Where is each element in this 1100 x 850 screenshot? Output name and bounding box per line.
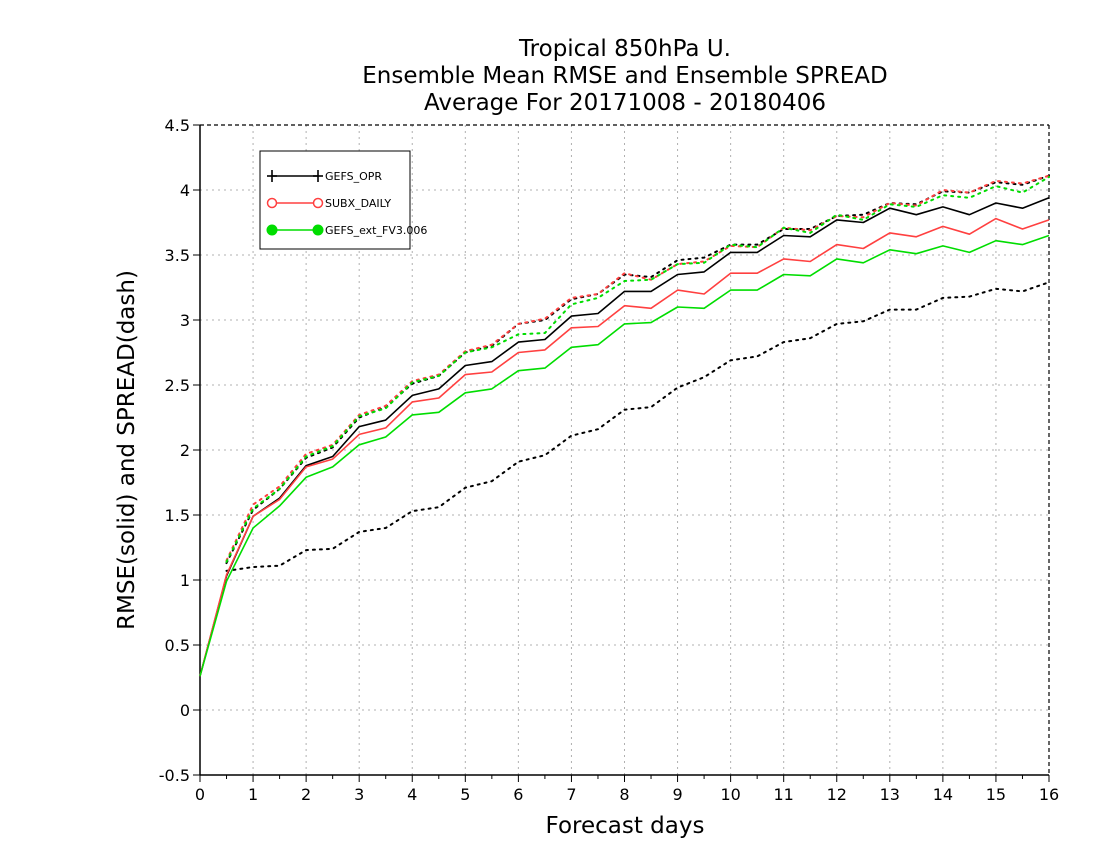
legend-filled-circle-marker: [312, 224, 324, 236]
x-tick-label: 4: [407, 785, 417, 804]
x-tick-label: 6: [513, 785, 523, 804]
x-tick-label: 13: [880, 785, 900, 804]
y-axis-label: RMSE(solid) and SPREAD(dash): [114, 270, 140, 630]
x-tick-label: 8: [619, 785, 629, 804]
chart-title-line-1: Tropical 850hPa U.: [519, 36, 731, 62]
x-tick-label: 15: [986, 785, 1006, 804]
spread-line-subx-daily: [225, 174, 1050, 562]
legend: GEFS_OPR SUBX_DAILY GEFS_ext_FV3.006: [259, 150, 427, 250]
axes: 0 1 2 3 4 5 6 7 8 9 10 11 12 13 14 15 16-0.500.511.522.5…: [159, 116, 1059, 804]
legend-open-circle-marker: [312, 197, 324, 209]
y-tick-label: 0.5: [165, 636, 190, 655]
y-tick-label: 2: [180, 441, 190, 460]
rmse-line-gefs-opr: [199, 197, 1050, 677]
chart-title-line-2: Ensemble Mean RMSE and Ensemble SPREAD: [362, 63, 888, 89]
y-tick-label: -0.5: [159, 766, 190, 785]
legend-label: SUBX_DAILY: [325, 197, 391, 210]
y-tick-label: 4: [180, 181, 190, 200]
y-tick-label: 1.5: [165, 506, 190, 525]
y-tick-label: 1: [180, 571, 190, 590]
legend-open-circle-marker: [266, 197, 278, 209]
y-tick-label: 4.5: [165, 116, 190, 135]
rmse-line-subx-daily: [199, 217, 1050, 677]
x-tick-label: 12: [827, 785, 847, 804]
x-tick-label: 11: [774, 785, 794, 804]
x-tick-label: 9: [672, 785, 682, 804]
x-tick-label: 1: [248, 785, 258, 804]
spread-line-extra: [225, 281, 1050, 572]
y-tick-label: 2.5: [165, 376, 190, 395]
legend-box: [259, 150, 411, 250]
legend-label: GEFS_OPR: [325, 170, 382, 183]
legend-filled-circle-marker: [266, 224, 278, 236]
legend-label: GEFS_ext_FV3.006: [325, 224, 427, 237]
x-tick-label: 3: [354, 785, 364, 804]
rmse-line-gefs-ext-fv3-006: [199, 234, 1050, 677]
y-tick-label: 0: [180, 701, 190, 720]
spread-line-gefs-ext-fv3-006: [225, 176, 1050, 563]
x-tick-label: 5: [460, 785, 470, 804]
x-tick-label: 10: [720, 785, 740, 804]
x-tick-label: 2: [301, 785, 311, 804]
series-lines: [199, 174, 1050, 677]
x-axis-label: Forecast days: [546, 813, 705, 839]
y-tick-label: 3: [180, 311, 190, 330]
x-tick-label: 16: [1039, 785, 1059, 804]
x-tick-label: 14: [933, 785, 953, 804]
x-tick-label: 7: [566, 785, 576, 804]
chart-title-line-3: Average For 20171008 - 20180406: [423, 90, 827, 116]
x-tick-label: 0: [195, 785, 205, 804]
y-tick-label: 3.5: [165, 246, 190, 265]
